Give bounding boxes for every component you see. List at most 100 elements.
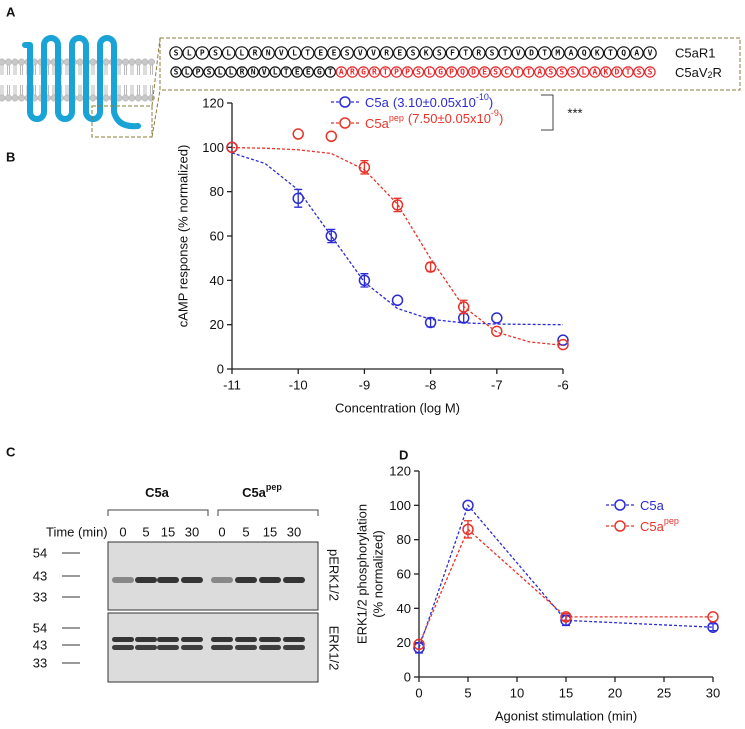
residue bbox=[379, 46, 394, 60]
text-part: C5a bbox=[640, 519, 665, 534]
residue bbox=[498, 46, 512, 60]
residue bbox=[406, 46, 420, 60]
residue bbox=[489, 66, 502, 78]
y-tick-label: 120 bbox=[202, 96, 224, 111]
residue bbox=[537, 46, 552, 60]
band bbox=[283, 645, 305, 650]
group-label: C5apep bbox=[242, 482, 282, 500]
residue bbox=[208, 46, 223, 60]
sequence-label: C5aV2R bbox=[675, 65, 722, 81]
residue bbox=[300, 46, 315, 60]
residue bbox=[643, 46, 657, 60]
fit-label: ) bbox=[489, 95, 493, 110]
time-value: 15 bbox=[263, 525, 277, 540]
y-tick-label: 60 bbox=[210, 229, 224, 244]
legend-marker bbox=[339, 117, 351, 129]
y-tick-label: 100 bbox=[202, 140, 224, 155]
residue bbox=[393, 46, 407, 60]
data-point bbox=[557, 338, 569, 351]
zoom-box bbox=[91, 105, 153, 138]
lipid-head bbox=[135, 94, 142, 102]
residue bbox=[366, 46, 381, 60]
label-part: 2 bbox=[708, 70, 713, 80]
residue bbox=[467, 66, 480, 78]
lipid-head bbox=[76, 94, 84, 102]
lipid-head bbox=[122, 58, 129, 66]
band bbox=[259, 577, 281, 583]
time-labels: 0 5 15 30 0 5 15 30 bbox=[119, 525, 301, 540]
mw-markers: 54 43 33 54 43 33 bbox=[33, 546, 80, 671]
lipid-head bbox=[89, 94, 97, 102]
data-point bbox=[707, 611, 719, 623]
residue bbox=[182, 46, 196, 60]
panel-letter: A bbox=[6, 5, 16, 20]
lipid-head bbox=[18, 58, 25, 66]
band bbox=[283, 577, 305, 583]
residue bbox=[247, 66, 259, 78]
y-tick-label: 40 bbox=[397, 601, 411, 616]
time-value: 0 bbox=[218, 525, 225, 540]
band bbox=[135, 645, 157, 650]
receptor bbox=[22, 35, 141, 130]
residue bbox=[291, 66, 303, 78]
residue bbox=[327, 46, 341, 60]
residue bbox=[401, 66, 414, 78]
data-point bbox=[292, 128, 304, 140]
y-tick-label: 20 bbox=[210, 317, 224, 332]
data-point bbox=[457, 301, 470, 313]
lipid-head bbox=[148, 58, 155, 66]
lipid-head bbox=[128, 94, 136, 102]
residue bbox=[616, 46, 631, 60]
residue bbox=[622, 66, 634, 78]
residue bbox=[567, 66, 579, 78]
zoom-line bbox=[151, 89, 161, 138]
time-value: 5 bbox=[142, 525, 149, 540]
band bbox=[181, 645, 203, 650]
fit-curve bbox=[231, 146, 564, 346]
residue bbox=[390, 66, 403, 78]
lipid-head bbox=[76, 58, 84, 66]
legend-label: C5a (3.10±0.05x10-10) bbox=[365, 92, 493, 110]
band bbox=[235, 637, 257, 642]
series-line bbox=[418, 528, 713, 645]
y-tick-label: 20 bbox=[397, 635, 411, 650]
residue bbox=[324, 66, 337, 78]
x-tick-label: 0 bbox=[415, 686, 422, 701]
residue bbox=[314, 46, 328, 60]
lipid-head bbox=[128, 58, 136, 66]
band bbox=[283, 637, 305, 642]
residue bbox=[170, 66, 182, 78]
band bbox=[259, 637, 281, 642]
data-point bbox=[491, 325, 503, 338]
x-tick-label: -11 bbox=[223, 378, 241, 393]
x-tick-label: -10 bbox=[289, 378, 308, 393]
residue bbox=[248, 46, 262, 60]
residue bbox=[221, 46, 236, 60]
residue bbox=[195, 46, 210, 60]
blot bbox=[107, 541, 319, 611]
data-point bbox=[391, 294, 404, 307]
membrane-diagram bbox=[0, 58, 155, 102]
x-tick-label: -8 bbox=[425, 378, 437, 393]
residue bbox=[192, 66, 204, 78]
sequence-segment: ARGRTPPSLGPQDESCTTASSSLAKDTSS bbox=[339, 68, 653, 77]
band bbox=[157, 637, 179, 642]
band bbox=[112, 637, 134, 642]
residue bbox=[302, 66, 314, 78]
legend-marker bbox=[614, 520, 626, 532]
legend-label: C5a bbox=[640, 498, 665, 513]
text-part: C5a bbox=[365, 95, 390, 110]
residue bbox=[630, 46, 644, 60]
lipid-head bbox=[135, 58, 142, 66]
y-tick-label: 40 bbox=[210, 273, 224, 288]
y-tick-label: 100 bbox=[389, 498, 411, 513]
data-point bbox=[424, 316, 437, 329]
residue bbox=[551, 46, 565, 60]
y-tick-label: 120 bbox=[389, 464, 411, 479]
band bbox=[112, 645, 134, 650]
y-axis-label: ERK1/2 phosphorylation bbox=[355, 504, 370, 644]
band bbox=[235, 577, 257, 583]
residue bbox=[274, 46, 289, 60]
data-point bbox=[424, 261, 437, 273]
lipid-head bbox=[141, 94, 149, 102]
